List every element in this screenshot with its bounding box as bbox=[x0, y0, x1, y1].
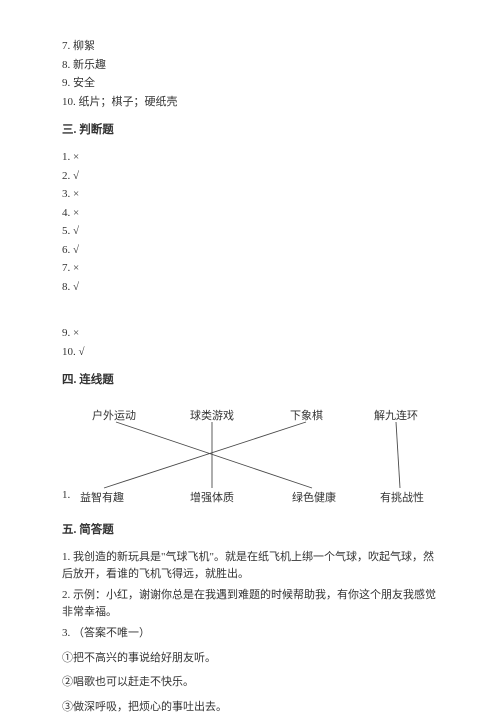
fill-item: 9. 安全 bbox=[62, 75, 438, 92]
item-mark: × bbox=[73, 188, 79, 200]
item-num: 4. bbox=[62, 207, 70, 219]
section-short-heading: 五. 简答题 bbox=[62, 522, 438, 539]
item-num: 6. bbox=[62, 244, 70, 256]
judgment-item: 1. × bbox=[62, 149, 438, 166]
item-num: 2. bbox=[62, 170, 70, 182]
section-matching-heading: 四. 连线题 bbox=[62, 372, 438, 389]
judgment-item: 5. √ bbox=[62, 223, 438, 240]
item-num: 9. bbox=[62, 327, 70, 339]
judgment-list-a: 1. × 2. √ 3. × 4. × 5. √ 6. √ 7. × 8. √ bbox=[62, 149, 438, 295]
item-num: 3. bbox=[62, 188, 70, 200]
item-mark: √ bbox=[73, 244, 79, 256]
item-num: 8. bbox=[62, 59, 70, 71]
item-text: 柳絮 bbox=[73, 40, 95, 52]
fill-item: 8. 新乐趣 bbox=[62, 57, 438, 74]
item-text: 纸片；棋子；硬纸壳 bbox=[79, 96, 178, 108]
item-num: 7. bbox=[62, 40, 70, 52]
item-num: 10. bbox=[62, 96, 76, 108]
judgment-list-b: 9. × 10. √ bbox=[62, 325, 438, 360]
item-mark: × bbox=[73, 327, 79, 339]
matching-line bbox=[396, 422, 400, 488]
item-num: 8. bbox=[62, 281, 70, 293]
item-mark: × bbox=[73, 262, 79, 274]
judgment-item: 4. × bbox=[62, 205, 438, 222]
matching-bottom-label: 增强体质 bbox=[190, 490, 234, 507]
short-answer-2: 2. 示例：小红，谢谢你总是在我遇到难题的时候帮助我，有你这个朋友我感觉非常幸福… bbox=[62, 587, 438, 621]
matching-top-label: 球类游戏 bbox=[190, 408, 234, 425]
blank-gap bbox=[62, 297, 438, 325]
matching-qnum: 1. bbox=[62, 487, 70, 504]
fill-item: 7. 柳絮 bbox=[62, 38, 438, 55]
matching-line bbox=[104, 422, 306, 488]
judgment-item: 2. √ bbox=[62, 168, 438, 185]
item-num: 7. bbox=[62, 262, 70, 274]
matching-top-label: 解九连环 bbox=[374, 408, 418, 425]
item-num: 5. bbox=[62, 225, 70, 237]
matching-bottom-label: 绿色健康 bbox=[292, 490, 336, 507]
short-answer-1: 1. 我创造的新玩具是"气球飞机"。就是在纸飞机上绑一个气球，吹起气球，然后放开… bbox=[62, 549, 438, 583]
matching-line bbox=[116, 422, 312, 488]
matching-top-label: 下象棋 bbox=[290, 408, 323, 425]
item-mark: √ bbox=[73, 170, 79, 182]
item-text: 安全 bbox=[73, 77, 95, 89]
section-judgment-heading: 三. 判断题 bbox=[62, 122, 438, 139]
judgment-item: 6. √ bbox=[62, 242, 438, 259]
short-answer-3: 3. （答案不唯一） bbox=[62, 625, 438, 642]
judgment-item: 9. × bbox=[62, 325, 438, 342]
fill-answer-list: 7. 柳絮 8. 新乐趣 9. 安全 10. 纸片；棋子；硬纸壳 bbox=[62, 38, 438, 110]
item-mark: √ bbox=[73, 225, 79, 237]
item-mark: √ bbox=[79, 346, 85, 358]
matching-diagram: 户外运动 球类游戏 下象棋 解九连环益智有趣 增强体质 绿色健康 有挑战性 1. bbox=[62, 400, 438, 510]
item-mark: × bbox=[73, 151, 79, 163]
judgment-item: 7. × bbox=[62, 260, 438, 277]
matching-top-label: 户外运动 bbox=[92, 408, 136, 425]
item-mark: × bbox=[73, 207, 79, 219]
short-sub-1: ①把不高兴的事说给好朋友听。 bbox=[62, 650, 438, 667]
matching-bottom-label: 有挑战性 bbox=[380, 490, 424, 507]
item-num: 1. bbox=[62, 151, 70, 163]
item-num: 9. bbox=[62, 77, 70, 89]
matching-bottom-label: 益智有趣 bbox=[80, 490, 124, 507]
item-text: 新乐趣 bbox=[73, 59, 106, 71]
judgment-item: 10. √ bbox=[62, 344, 438, 361]
item-mark: √ bbox=[73, 281, 79, 293]
item-num: 10. bbox=[62, 346, 76, 358]
judgment-item: 3. × bbox=[62, 186, 438, 203]
fill-item: 10. 纸片；棋子；硬纸壳 bbox=[62, 94, 438, 111]
judgment-item: 8. √ bbox=[62, 279, 438, 296]
short-sub-2: ②唱歌也可以赶走不快乐。 bbox=[62, 674, 438, 691]
